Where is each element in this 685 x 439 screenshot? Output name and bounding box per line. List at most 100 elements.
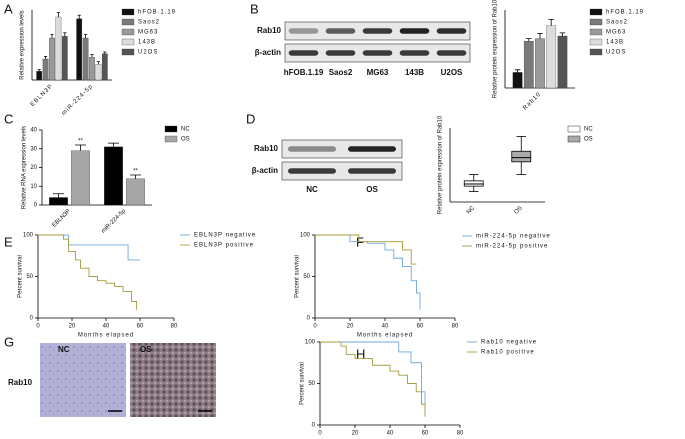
y-tick-label: 0	[312, 423, 316, 429]
blot-band	[348, 168, 396, 174]
blot-band	[325, 50, 356, 56]
bar	[126, 178, 145, 206]
y-axis-label: Relative RNA expression levels	[22, 126, 28, 209]
y-tick-label: 0	[30, 316, 34, 322]
x-tick-label: 80	[457, 431, 464, 437]
error-bar	[44, 55, 48, 59]
y-tick-label: 20	[30, 165, 37, 171]
blot-band	[399, 28, 430, 34]
panel-letter: B	[250, 1, 259, 16]
legend-label: OS	[181, 137, 190, 143]
legend-swatch	[589, 8, 603, 16]
lane-label: OS	[366, 185, 378, 194]
y-axis-label: Percent survival	[300, 362, 306, 405]
legend-swatch	[567, 125, 581, 133]
legend-label: OS	[584, 137, 593, 143]
legend-label: EBLN3P negative	[194, 233, 256, 239]
blot-row-label: β-actin	[255, 48, 281, 57]
y-tick-label: 10	[30, 184, 37, 190]
blot-band	[288, 146, 336, 152]
lane-label: 143B	[405, 68, 424, 77]
error-bar	[75, 144, 86, 151]
row-label: Rab10	[8, 378, 33, 387]
y-axis-label: Percent survival	[18, 255, 24, 298]
legend-label: Rab10 positive	[481, 350, 535, 356]
x-tick-label: 60	[137, 324, 144, 330]
blot-band	[288, 28, 319, 34]
y-tick-label: 50	[26, 274, 33, 280]
legend-swatch	[589, 18, 603, 26]
x-tick-label: miR-224-5p	[101, 208, 128, 235]
lane-label: Saos2	[329, 68, 353, 77]
panel-letter: G	[4, 334, 14, 349]
legend-swatch	[121, 48, 135, 56]
x-tick-label: 80	[171, 324, 178, 330]
x-tick-label: NC	[466, 205, 477, 216]
x-tick-label: 60	[417, 324, 424, 330]
legend-label: NC	[181, 127, 190, 133]
x-tick-label: 40	[103, 324, 110, 330]
blot-band	[348, 146, 396, 152]
legend-swatch	[121, 28, 135, 36]
blot-band	[362, 50, 393, 56]
y-tick-label: 30	[30, 146, 37, 152]
panel-letter: A	[4, 1, 13, 16]
ihc-image	[40, 343, 126, 417]
bar	[546, 25, 557, 89]
lane-label: hFOB.1.19	[284, 68, 324, 77]
bar	[82, 37, 89, 81]
column-label: OS	[140, 345, 152, 354]
legend-label: miR-224-5p negative	[476, 234, 551, 240]
x-tick-label: 0	[313, 324, 317, 330]
panel-letter: C	[4, 111, 13, 126]
x-axis-label: Months elapsed	[357, 333, 413, 339]
column-label: NC	[58, 345, 70, 354]
y-axis-label: Relative expression levels	[20, 10, 26, 79]
survival-curve	[315, 234, 421, 310]
blot-band	[362, 28, 393, 34]
legend-label: hFOB.1.19	[138, 10, 176, 16]
blot-frame	[281, 161, 403, 181]
blot-band	[436, 50, 467, 56]
error-bar	[53, 193, 64, 198]
bar	[89, 57, 95, 81]
lane-label: MG63	[367, 68, 389, 77]
error-bar	[514, 69, 521, 73]
lane-label: U2OS	[441, 68, 463, 77]
bar	[55, 16, 62, 81]
x-tick-label: 40	[387, 431, 394, 437]
error-bar	[108, 142, 119, 147]
y-tick-label: 100	[305, 340, 316, 346]
x-tick-label: 60	[422, 431, 429, 437]
survival-curve	[320, 341, 426, 413]
bar	[49, 197, 68, 206]
significance-label: **	[133, 169, 138, 175]
error-bar	[37, 69, 41, 72]
y-axis-label: Relative protein expression of Rab10	[493, 0, 499, 98]
error-bar	[559, 32, 566, 36]
ihc-image	[130, 343, 216, 417]
x-tick-label: Rab10	[522, 91, 542, 111]
y-tick-label: 50	[303, 274, 310, 280]
box	[463, 180, 484, 187]
panel-letter: D	[246, 111, 255, 126]
y-tick-label: 100	[23, 233, 34, 239]
error-bar	[537, 33, 543, 39]
legend-swatch	[164, 125, 178, 133]
x-tick-label: 20	[352, 431, 359, 437]
error-bar	[56, 12, 60, 17]
y-axis-label: Percent survival	[295, 255, 301, 298]
x-tick-label: 20	[347, 324, 354, 330]
legend-swatch	[589, 48, 603, 56]
legend-label: Saos2	[606, 20, 628, 26]
bar	[535, 38, 545, 89]
legend-swatch	[567, 135, 581, 143]
panel-letter: H	[356, 346, 365, 361]
y-tick-label: 0	[34, 203, 38, 209]
x-tick-label: EBLN3P	[30, 83, 55, 108]
error-bar	[90, 54, 94, 58]
survival-curve	[315, 234, 417, 265]
legend-label: hFOB.1.19	[606, 10, 644, 16]
x-tick-label: 20	[69, 324, 76, 330]
bar	[71, 150, 90, 206]
